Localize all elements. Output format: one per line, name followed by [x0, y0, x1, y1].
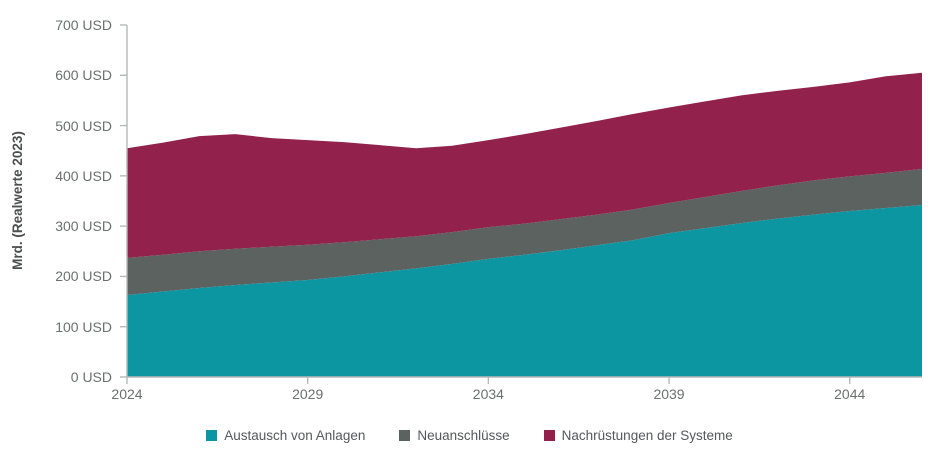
y-axis-tick-label: 200 USD: [55, 268, 112, 285]
area-series-3: [127, 72, 922, 258]
y-axis-tick-label: 100 USD: [55, 318, 112, 335]
area-series-1: [127, 205, 922, 377]
legend-swatch-icon: [543, 430, 555, 441]
chart-legend: Austausch von Anlagen Neuanschlüsse Nachrü…: [0, 428, 939, 443]
x-axis-tick-label: 2034: [472, 386, 504, 402]
legend-swatch-icon: [399, 430, 411, 441]
y-axis-tick-label: 700 USD: [55, 17, 112, 33]
legend-item[interactable]: Austausch von Anlagen: [206, 428, 365, 443]
y-axis-tick-label: 0 USD: [70, 369, 112, 385]
x-axis-tick-label: 2044: [834, 386, 866, 402]
area-series-2: [127, 168, 922, 296]
y-axis-tick-label: 600 USD: [55, 67, 112, 84]
legend-item-label: Austausch von Anlagen: [224, 428, 366, 443]
legend-item[interactable]: Neuanschlüsse: [399, 428, 510, 443]
x-axis-tick-label: 2039: [653, 386, 685, 402]
y-axis-tick-labels: 0 USD 100 USD 200 USD 300 USD 400 USD 500 USD…: [26, 0, 112, 459]
y-axis-tick-label: 300 USD: [55, 218, 112, 235]
y-axis-tick-label: 500 USD: [55, 117, 112, 134]
y-axis-tick-label: 400 USD: [55, 167, 112, 184]
x-axis-tick-label: 2024: [111, 386, 143, 402]
legend-item-label: Nachrüstungen der Systeme: [561, 428, 733, 443]
x-axis-tick-label: 2029: [292, 386, 324, 402]
legend-item[interactable]: Nachrüstungen der Systeme: [543, 428, 733, 443]
legend-item-label: Neuanschlüsse: [417, 428, 510, 443]
legend-swatch-icon: [206, 430, 218, 441]
